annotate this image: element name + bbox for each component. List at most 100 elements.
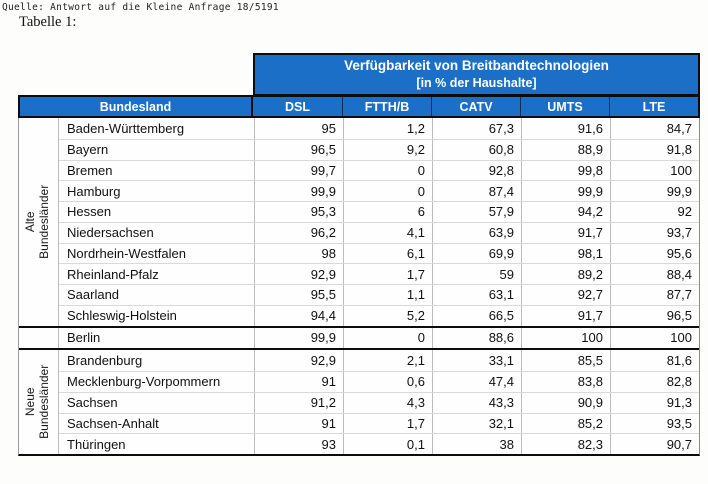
table-caption: Tabelle 1: xyxy=(19,14,77,30)
cell-ftthb: 4,3 xyxy=(343,392,432,413)
cell-dsl: 91,2 xyxy=(254,392,343,413)
table-row: Hessen 95,3 6 57,9 94,2 92 xyxy=(59,201,699,222)
cell-lte: 93,7 xyxy=(610,222,699,243)
cell-dsl: 94,4 xyxy=(254,305,343,326)
table-row: Thüringen 93 0,1 38 82,3 90,7 xyxy=(59,433,699,454)
state-name: Mecklenburg-Vorpommern xyxy=(67,374,221,390)
table-row: Schleswig-Holstein 94,4 5,2 66,5 91,7 96,5 xyxy=(59,304,699,326)
table-row: Bayern 96,5 9,2 60,8 88,9 91,8 xyxy=(59,138,699,160)
state-name: Saarland xyxy=(67,287,120,303)
cell-catv: 60,8 xyxy=(432,139,521,160)
table-banner: Verfügbarkeit von Breitbandtechnologien … xyxy=(253,53,700,95)
cell-dsl: 99,7 xyxy=(254,160,343,181)
cell-dsl: 92,9 xyxy=(254,350,343,371)
cell-catv: 63,9 xyxy=(432,222,521,243)
cell-lte: 81,6 xyxy=(610,350,699,371)
cell-catv: 88,6 xyxy=(432,327,521,349)
cell-lte: 95,6 xyxy=(610,243,699,264)
state-name: Sachsen xyxy=(67,395,118,411)
cell-ftthb: 6 xyxy=(343,202,432,222)
table-row: Saarland 95,5 1,1 63,1 92,7 87,7 xyxy=(59,284,699,305)
group-label-cell xyxy=(19,327,59,349)
cell-lte: 96,5 xyxy=(610,305,699,326)
column-header-dsl: DSL xyxy=(285,99,310,114)
table-row: Rheinland-Pfalz 92,9 1,7 59 89,2 88,4 xyxy=(59,263,699,284)
banner-subtitle: [in % der Haushalte] xyxy=(416,76,537,91)
group-label-line2: Bundesländer xyxy=(37,184,52,259)
cell-umts: 89,2 xyxy=(521,264,610,284)
cell-lte: 91,3 xyxy=(610,392,699,413)
banner-title: Verfügbarkeit von Breitbandtechnologien xyxy=(344,57,609,73)
cell-catv: 32,1 xyxy=(432,413,521,434)
cell-umts: 83,8 xyxy=(521,372,610,392)
state-name: Schleswig-Holstein xyxy=(67,308,177,324)
table-row: Bremen 99,7 0 92,8 99,8 100 xyxy=(59,159,699,181)
state-name: Niedersachsen xyxy=(67,225,154,241)
cell-lte: 88,4 xyxy=(610,264,699,284)
state-name: Hessen xyxy=(67,204,112,220)
state-name: Rheinland-Pfalz xyxy=(67,266,159,282)
state-name: Baden-Württemberg xyxy=(67,120,185,136)
cell-umts: 85,2 xyxy=(521,413,610,434)
cell-dsl: 99,9 xyxy=(254,327,343,349)
cell-lte: 84,7 xyxy=(610,118,699,139)
group-label: Neue Bundesländer xyxy=(24,365,53,440)
cell-catv: 69,9 xyxy=(432,243,521,264)
column-header-lte: LTE xyxy=(609,97,698,116)
cell-ftthb: 0 xyxy=(343,181,432,201)
cell-dsl: 96,2 xyxy=(254,222,343,243)
cell-dsl: 99,9 xyxy=(254,181,343,201)
table-header-top: Verfügbarkeit von Breitbandtechnologien … xyxy=(18,53,700,95)
table-row: Baden-Württemberg 95 1,2 67,3 91,6 84,7 xyxy=(59,118,699,139)
cell-dsl: 95,5 xyxy=(254,285,343,305)
cell-umts: 94,2 xyxy=(521,202,610,222)
table-row: Nordrhein-Westfalen 98 6,1 69,9 98,1 95,6 xyxy=(59,242,699,264)
cell-catv: 66,5 xyxy=(432,305,521,326)
cell-umts: 82,3 xyxy=(521,434,610,454)
cell-lte: 90,7 xyxy=(610,434,699,454)
cell-catv: 57,9 xyxy=(432,202,521,222)
header-spacer xyxy=(18,53,253,95)
column-header-row: Bundesland DSL FTTH/B CATV UMTS LTE xyxy=(18,95,700,118)
cell-catv: 67,3 xyxy=(432,118,521,139)
cell-umts: 85,5 xyxy=(521,350,610,371)
cell-umts: 99,9 xyxy=(521,181,610,201)
cell-catv: 59 xyxy=(432,264,521,284)
group-label-line2: Bundesländer xyxy=(37,365,52,440)
state-name: Berlin xyxy=(67,330,101,346)
cell-umts: 91,6 xyxy=(521,118,610,139)
table-row: Brandenburg 92,9 2,1 33,1 85,5 81,6 xyxy=(59,350,699,371)
state-name: Nordrhein-Westfalen xyxy=(67,245,186,261)
table-section: Neue Bundesländer Brandenburg 92,9 2,1 33,1 85… xyxy=(19,350,699,454)
state-name: Hamburg xyxy=(67,183,121,199)
cell-lte: 93,5 xyxy=(610,413,699,434)
cell-lte: 100 xyxy=(610,160,699,181)
cell-catv: 33,1 xyxy=(432,350,521,371)
cell-umts: 91,7 xyxy=(521,305,610,326)
cell-ftthb: 0,1 xyxy=(343,434,432,454)
cell-ftthb: 0 xyxy=(343,327,432,349)
cell-dsl: 91 xyxy=(254,372,343,392)
group-label-cell: Alte Bundesländer xyxy=(19,118,59,326)
column-header-catv: CATV xyxy=(431,97,520,116)
group-label-cell: Neue Bundesländer xyxy=(19,350,59,454)
state-name: Bremen xyxy=(67,162,113,178)
section-rows: Berlin 99,9 0 88,6 100 100 xyxy=(59,327,699,349)
table-section: Alte Bundesländer Baden-Württemberg 95 1,2 67… xyxy=(19,118,699,328)
source-line: Quelle: Antwort auf die Kleine Anfrage 1… xyxy=(2,2,279,13)
cell-umts: 88,9 xyxy=(521,139,610,160)
table-row: Niedersachsen 96,2 4,1 63,9 91,7 93,7 xyxy=(59,221,699,243)
cell-ftthb: 2,1 xyxy=(343,350,432,371)
cell-catv: 43,3 xyxy=(432,392,521,413)
cell-lte: 100 xyxy=(610,327,699,349)
cell-umts: 100 xyxy=(521,327,610,349)
section-rows: Baden-Württemberg 95 1,2 67,3 91,6 84,7 Bayern… xyxy=(59,118,699,326)
group-label: Alte Bundesländer xyxy=(24,184,53,259)
cell-lte: 99,9 xyxy=(610,181,699,201)
cell-catv: 38 xyxy=(432,434,521,454)
column-header-ftthb: FTTH/B xyxy=(342,97,431,116)
table-row: Mecklenburg-Vorpommern 91 0,6 47,4 83,8 82,8 xyxy=(59,371,699,392)
cell-umts: 90,9 xyxy=(521,392,610,413)
table-row: Sachsen-Anhalt 91 1,7 32,1 85,2 93,5 xyxy=(59,412,699,434)
